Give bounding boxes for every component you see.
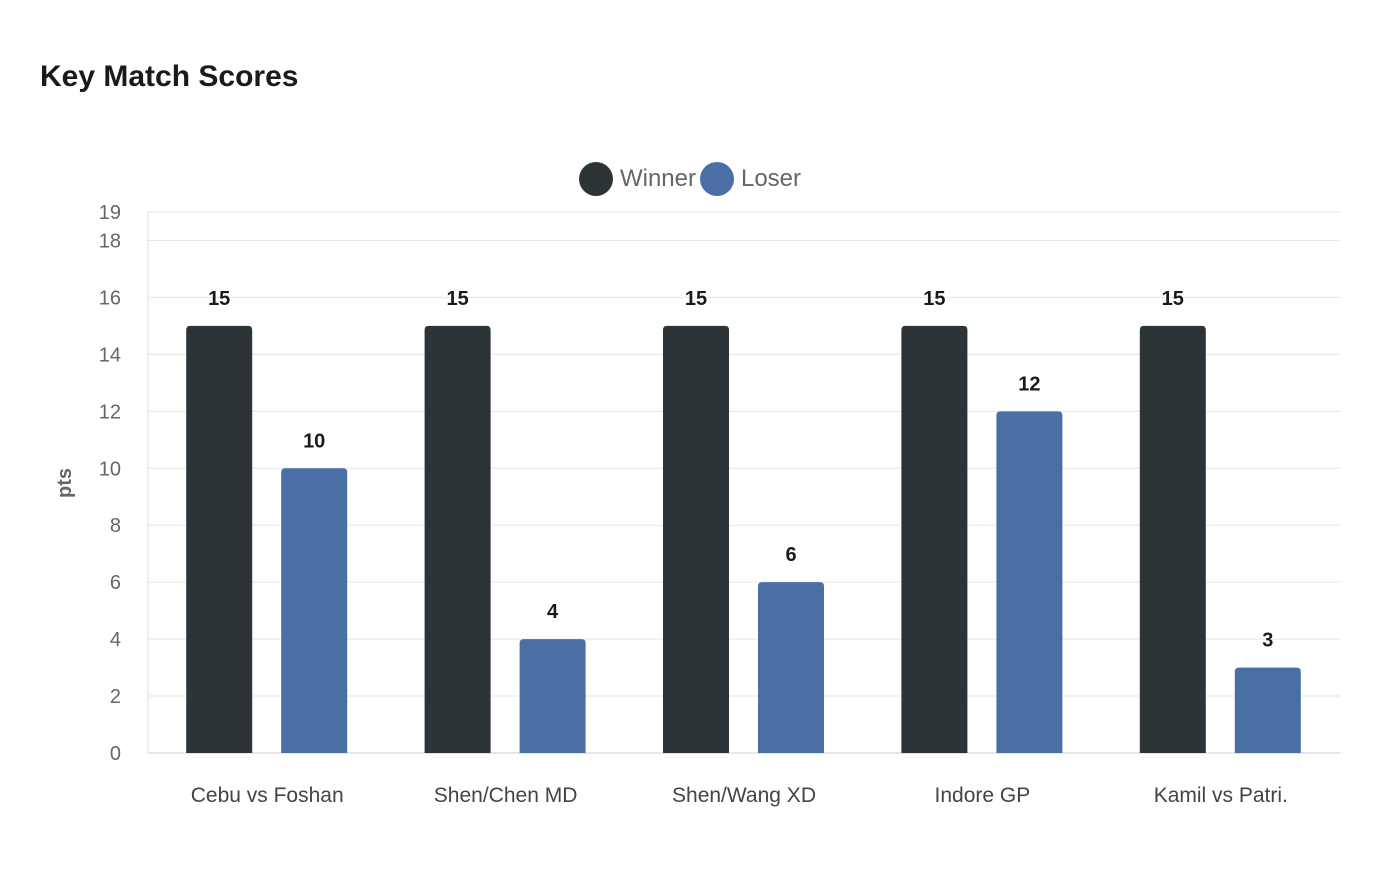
y-tick-label: 19 xyxy=(99,202,121,224)
data-label: 15 xyxy=(685,288,707,310)
y-tick-label: 2 xyxy=(110,686,121,708)
data-label: 15 xyxy=(1162,288,1184,310)
bar-winner xyxy=(901,325,968,753)
bar-loser xyxy=(1234,667,1301,753)
data-label: 12 xyxy=(1018,373,1040,395)
data-label: 15 xyxy=(208,288,230,310)
x-tick-label: Indore GP xyxy=(935,784,1031,807)
legend: Winner Loser xyxy=(0,162,1400,196)
bar-loser xyxy=(758,582,824,753)
legend-item-loser[interactable]: Loser xyxy=(699,162,802,196)
legend-item-winner[interactable]: Winner xyxy=(578,162,696,196)
legend-swatch-winner xyxy=(578,162,613,196)
y-tick-label: 0 xyxy=(110,743,121,765)
bar-winner xyxy=(1139,325,1206,753)
bar-winner xyxy=(424,325,491,753)
chart-title: Key Match Scores xyxy=(40,60,299,93)
data-label: 10 xyxy=(303,430,325,452)
x-tick-label: Cebu vs Foshan xyxy=(191,784,344,807)
bar-winner xyxy=(663,325,729,753)
legend-label-loser: Loser xyxy=(740,165,802,192)
x-tick-label: Kamil vs Patri. xyxy=(1154,784,1288,807)
y-tick-label: 6 xyxy=(110,572,121,594)
y-tick-label: 16 xyxy=(99,287,121,309)
bar-loser xyxy=(996,411,1063,753)
bar-loser xyxy=(519,639,586,753)
y-tick-label: 8 xyxy=(110,515,121,537)
x-tick-label: Shen/Wang XD xyxy=(672,784,816,807)
legend-swatch-loser xyxy=(699,162,734,196)
bar-loser xyxy=(281,468,348,753)
y-tick-label: 12 xyxy=(99,401,121,423)
x-tick-label: Shen/Chen MD xyxy=(434,784,578,807)
data-label: 4 xyxy=(547,601,559,623)
y-axis-label: pts xyxy=(54,468,76,498)
y-tick-label: 10 xyxy=(99,458,121,480)
y-tick-label: 4 xyxy=(110,629,121,651)
data-label: 3 xyxy=(1262,630,1273,652)
data-label: 15 xyxy=(923,288,945,310)
data-label: 6 xyxy=(785,544,796,566)
bar-winner xyxy=(186,325,253,753)
legend-label-winner: Winner xyxy=(619,165,696,192)
y-tick-label: 14 xyxy=(99,344,121,366)
data-label: 15 xyxy=(446,288,468,310)
y-tick-label: 18 xyxy=(99,230,121,252)
